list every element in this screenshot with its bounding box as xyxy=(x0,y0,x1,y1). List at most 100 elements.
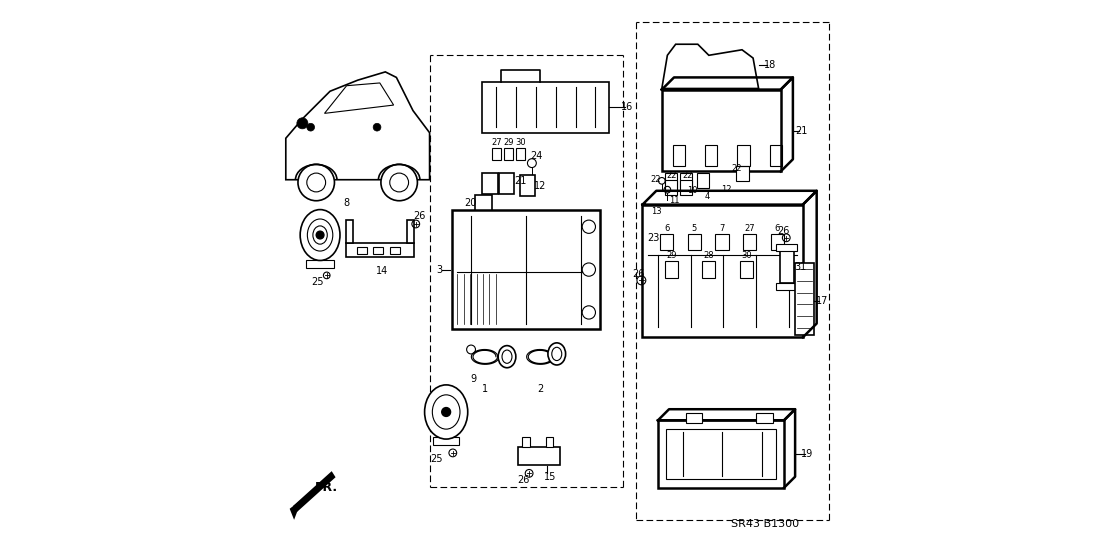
Bar xyxy=(373,247,383,254)
Bar xyxy=(666,429,776,479)
Polygon shape xyxy=(504,148,513,160)
Polygon shape xyxy=(325,83,393,113)
Text: 13: 13 xyxy=(652,207,661,216)
Polygon shape xyxy=(688,234,701,251)
Text: 30: 30 xyxy=(515,138,526,147)
Text: 21: 21 xyxy=(514,176,527,186)
Text: 22: 22 xyxy=(666,171,677,180)
Text: 4: 4 xyxy=(705,192,710,201)
Polygon shape xyxy=(546,437,554,447)
Polygon shape xyxy=(289,499,301,520)
Polygon shape xyxy=(661,90,781,171)
Bar xyxy=(673,145,685,166)
Bar xyxy=(738,145,750,166)
Text: 26: 26 xyxy=(632,269,644,279)
Text: 6: 6 xyxy=(664,224,669,233)
Text: SR43 B1300: SR43 B1300 xyxy=(731,519,799,529)
Polygon shape xyxy=(697,173,709,188)
Polygon shape xyxy=(286,72,430,180)
Text: 21: 21 xyxy=(796,126,808,135)
Polygon shape xyxy=(499,173,514,194)
Ellipse shape xyxy=(548,343,565,365)
Polygon shape xyxy=(475,195,492,211)
Polygon shape xyxy=(794,263,814,335)
Polygon shape xyxy=(702,261,716,278)
Text: 29: 29 xyxy=(666,251,677,260)
Circle shape xyxy=(442,408,451,416)
Bar xyxy=(686,413,702,423)
Text: 22: 22 xyxy=(650,175,660,184)
Text: 2: 2 xyxy=(537,384,543,394)
Polygon shape xyxy=(665,261,678,278)
Circle shape xyxy=(373,123,381,131)
Ellipse shape xyxy=(424,385,468,439)
Polygon shape xyxy=(660,234,674,251)
Text: 5: 5 xyxy=(691,224,697,233)
Polygon shape xyxy=(743,234,757,251)
Text: 6: 6 xyxy=(774,224,780,233)
Text: 23: 23 xyxy=(647,233,659,243)
Polygon shape xyxy=(777,283,798,290)
Text: 20: 20 xyxy=(464,198,476,208)
Bar xyxy=(705,145,717,166)
Circle shape xyxy=(307,123,315,131)
Polygon shape xyxy=(680,173,692,188)
Text: 25: 25 xyxy=(311,277,324,287)
Text: 12: 12 xyxy=(534,181,546,191)
Polygon shape xyxy=(293,471,336,512)
Polygon shape xyxy=(737,166,749,181)
Polygon shape xyxy=(661,44,759,88)
Text: 26: 26 xyxy=(413,211,425,221)
Text: 25: 25 xyxy=(430,454,442,464)
Polygon shape xyxy=(740,261,753,278)
Text: 31: 31 xyxy=(794,262,807,272)
Ellipse shape xyxy=(300,210,340,260)
Text: 12: 12 xyxy=(721,185,731,194)
Text: 18: 18 xyxy=(763,60,776,70)
Text: 29: 29 xyxy=(503,138,514,147)
Polygon shape xyxy=(482,173,497,194)
Text: 9: 9 xyxy=(471,374,476,384)
Text: 14: 14 xyxy=(377,266,389,276)
Circle shape xyxy=(298,164,335,201)
Polygon shape xyxy=(665,173,677,188)
Circle shape xyxy=(582,220,595,233)
Text: 26: 26 xyxy=(777,226,789,236)
Polygon shape xyxy=(520,175,535,196)
Polygon shape xyxy=(716,234,729,251)
Polygon shape xyxy=(680,180,692,195)
Text: 10: 10 xyxy=(687,186,698,195)
Text: 17: 17 xyxy=(815,296,829,306)
Polygon shape xyxy=(407,220,414,243)
Text: 24: 24 xyxy=(530,151,543,161)
Text: 30: 30 xyxy=(741,251,751,260)
Text: 28: 28 xyxy=(704,251,715,260)
Bar xyxy=(770,145,782,166)
Ellipse shape xyxy=(499,346,516,368)
Text: 15: 15 xyxy=(544,472,556,482)
Text: 11: 11 xyxy=(669,196,680,205)
Text: 26: 26 xyxy=(517,475,530,485)
Polygon shape xyxy=(523,437,531,447)
Text: 27: 27 xyxy=(491,138,502,147)
Circle shape xyxy=(582,263,595,276)
Circle shape xyxy=(381,164,418,201)
Text: 8: 8 xyxy=(343,198,350,208)
Text: 1: 1 xyxy=(482,384,488,394)
Polygon shape xyxy=(665,180,677,195)
Polygon shape xyxy=(516,148,525,160)
Polygon shape xyxy=(306,260,334,268)
Text: FR.: FR. xyxy=(315,481,338,494)
Text: 3: 3 xyxy=(437,264,442,275)
Circle shape xyxy=(297,118,308,129)
Bar xyxy=(390,247,400,254)
Polygon shape xyxy=(643,205,803,337)
Circle shape xyxy=(316,231,324,239)
Polygon shape xyxy=(492,148,501,160)
Text: 7: 7 xyxy=(719,224,725,233)
Bar xyxy=(357,247,367,254)
Text: 22: 22 xyxy=(731,164,741,173)
Circle shape xyxy=(582,306,595,319)
Text: 16: 16 xyxy=(620,102,633,112)
Polygon shape xyxy=(771,234,784,251)
